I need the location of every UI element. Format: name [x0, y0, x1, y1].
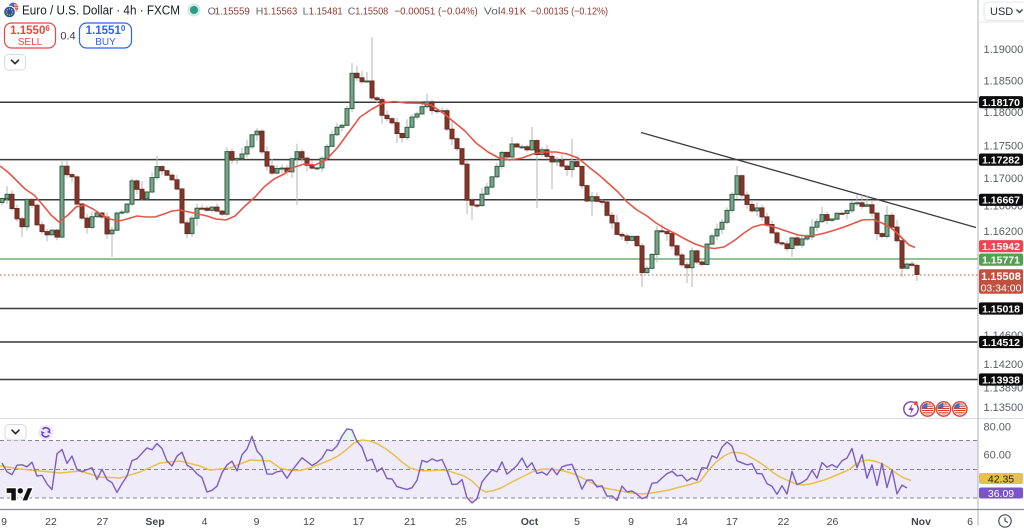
svg-text:1.14512: 1.14512	[982, 337, 1020, 349]
svg-text:C: C	[348, 5, 356, 17]
svg-text:1.16200: 1.16200	[984, 226, 1024, 238]
svg-text:1.17282: 1.17282	[982, 154, 1020, 166]
svg-text:USD: USD	[990, 6, 1013, 18]
svg-text:9: 9	[1, 516, 7, 528]
svg-text:1.15481: 1.15481	[309, 5, 343, 17]
svg-text:Vol: Vol	[484, 5, 501, 17]
svg-text:1.15508: 1.15508	[355, 5, 388, 17]
svg-text:1.13500: 1.13500	[984, 402, 1024, 414]
svg-text:12: 12	[303, 516, 315, 528]
svg-text:14: 14	[676, 516, 688, 528]
svg-text:1.16667: 1.16667	[982, 195, 1020, 207]
svg-text:1.15563: 1.15563	[263, 5, 297, 17]
svg-text:26: 26	[827, 516, 839, 528]
svg-text:1.15942: 1.15942	[982, 241, 1020, 253]
svg-text:80.00: 80.00	[984, 421, 1012, 433]
svg-text:1.17000: 1.17000	[984, 173, 1024, 185]
svg-text:H: H	[256, 5, 264, 17]
svg-text:21: 21	[404, 516, 416, 528]
svg-text:L: L	[303, 5, 309, 17]
svg-text:4.91 K: 4.91 K	[501, 5, 527, 17]
svg-text:−0.00135 (−0.12%): −0.00135 (−0.12%)	[531, 5, 608, 17]
svg-text:5: 5	[574, 516, 580, 528]
svg-text:1.15771: 1.15771	[982, 254, 1020, 266]
svg-text:0.4: 0.4	[60, 30, 75, 42]
svg-text:1.18000: 1.18000	[984, 107, 1024, 119]
svg-text:Nov: Nov	[911, 516, 931, 528]
svg-text:25: 25	[455, 516, 467, 528]
svg-text:1.15508: 1.15508	[981, 271, 1021, 283]
svg-text:1.14200: 1.14200	[984, 359, 1024, 371]
svg-text:Euro / U.S. Dollar · 4h · FXCM: Euro / U.S. Dollar · 4h · FXCM	[22, 2, 180, 17]
svg-text:03:34:00: 03:34:00	[981, 282, 1022, 294]
svg-text:22: 22	[45, 516, 57, 528]
svg-text:−0.00051 (−0.04%): −0.00051 (−0.04%)	[395, 5, 478, 17]
svg-text:O: O	[208, 5, 216, 17]
svg-text:1.13938: 1.13938	[982, 374, 1020, 386]
svg-text:42.35: 42.35	[988, 473, 1014, 485]
svg-text:BUY: BUY	[95, 37, 116, 48]
svg-text:1.15018: 1.15018	[982, 303, 1020, 315]
svg-text:1.15559: 1.15559	[215, 5, 250, 17]
svg-text:1.15510: 1.15510	[86, 24, 126, 37]
svg-text:22: 22	[778, 516, 790, 528]
svg-text:17: 17	[353, 516, 365, 528]
svg-text:1.17500: 1.17500	[984, 141, 1024, 153]
svg-text:9: 9	[254, 516, 260, 528]
svg-text:17: 17	[726, 516, 738, 528]
svg-text:1.18500: 1.18500	[984, 76, 1024, 88]
svg-text:27: 27	[97, 516, 109, 528]
svg-text:1.18170: 1.18170	[982, 97, 1020, 109]
svg-text:36.09: 36.09	[988, 488, 1014, 500]
svg-text:SELL: SELL	[18, 37, 43, 48]
svg-text:Sep: Sep	[145, 516, 164, 528]
svg-text:Oct: Oct	[521, 516, 539, 528]
svg-text:4: 4	[202, 516, 208, 528]
svg-text:1.19000: 1.19000	[984, 44, 1024, 56]
svg-text:9: 9	[628, 516, 634, 528]
svg-text:60.00: 60.00	[984, 449, 1012, 461]
svg-text:6: 6	[967, 516, 973, 528]
svg-text:1.15506: 1.15506	[10, 24, 50, 37]
